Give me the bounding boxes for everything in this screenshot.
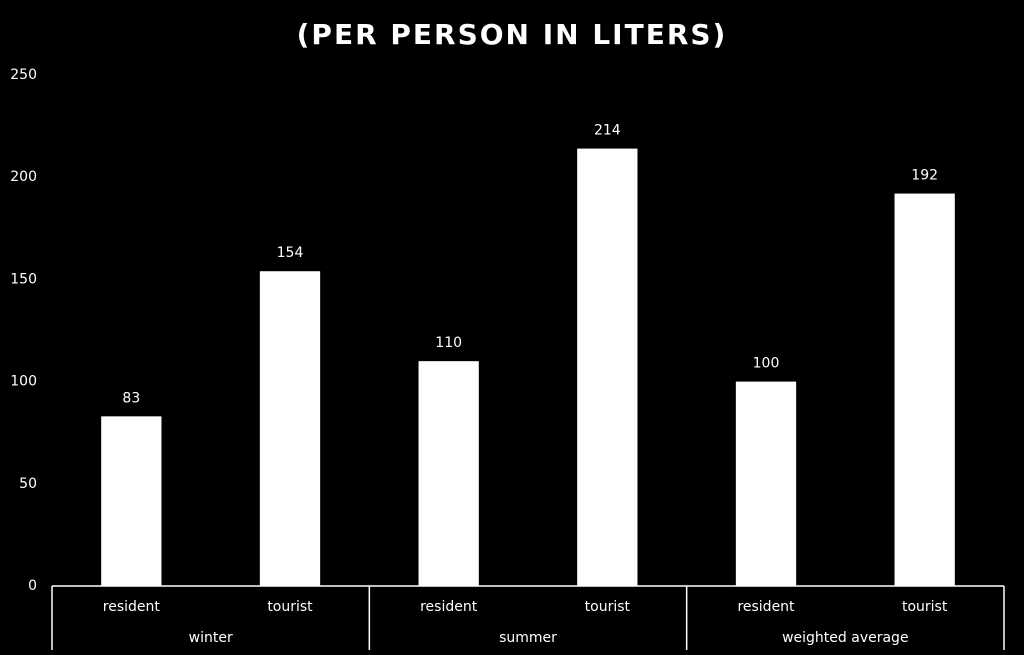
data-label: 110: [435, 335, 462, 351]
y-tick-label: 150: [10, 271, 37, 287]
data-label: 214: [594, 123, 621, 139]
y-tick-label: 0: [28, 578, 37, 594]
bar: [735, 381, 797, 586]
y-tick-label: 50: [19, 476, 37, 492]
group-label: winter: [189, 630, 233, 646]
data-label: 83: [122, 390, 140, 406]
data-label: 154: [277, 245, 304, 261]
x-tick-label: tourist: [267, 599, 313, 615]
y-tick-label: 200: [10, 169, 37, 185]
bar: [894, 193, 955, 586]
chart-title: (PER PERSON IN LITERS): [297, 18, 728, 51]
data-label: 192: [911, 168, 938, 184]
data-label: 100: [753, 356, 780, 372]
bar: [418, 361, 479, 586]
y-tick-label: 250: [10, 67, 37, 83]
group-label: summer: [499, 630, 557, 646]
bar: [101, 416, 162, 586]
x-tick-label: resident: [420, 599, 478, 615]
bar: [577, 148, 638, 587]
group-label: weighted average: [782, 630, 908, 646]
x-tick-label: resident: [737, 599, 795, 615]
bar: [259, 271, 321, 586]
x-tick-label: tourist: [585, 599, 631, 615]
y-tick-label: 100: [10, 374, 37, 390]
x-tick-label: tourist: [902, 599, 948, 615]
x-tick-label: resident: [103, 599, 161, 615]
